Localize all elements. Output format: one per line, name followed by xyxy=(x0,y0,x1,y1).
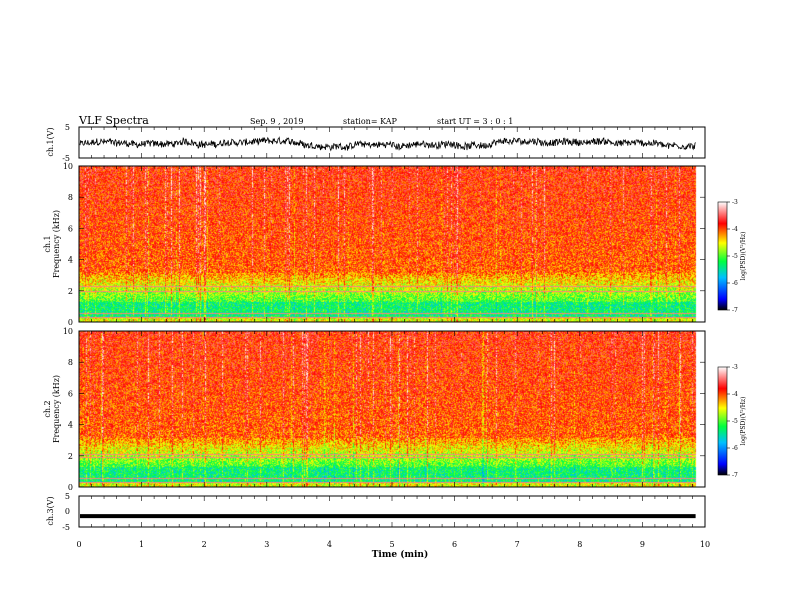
ch1-channel-label: ch.1 xyxy=(43,235,52,252)
ch2-freq-label: 4 xyxy=(68,421,73,430)
ch2-colorbar-ticks: -3 -4 -5 -6 -7 xyxy=(727,364,738,479)
ch2-freq-label: 6 xyxy=(68,389,73,398)
time-tick-label: 3 xyxy=(264,540,269,549)
ch2-spectrogram-yticks: 0 2 4 6 8 10 xyxy=(63,327,705,492)
time-tick-label: 2 xyxy=(202,540,207,549)
ch1-spectrogram-yticks: 0 2 4 6 8 10 xyxy=(63,162,705,327)
ch2-colorbar: -3 -4 -5 -6 -7 log(PSD)(V²/Hz) xyxy=(717,364,747,479)
ch2-spectrogram-panel: 0 2 4 6 8 10 ch.2 Frequency (kHz) -3 -4 -5 -6 -7 … xyxy=(43,327,747,492)
ch1-spectrogram-image xyxy=(79,166,705,322)
time-tick-label: 7 xyxy=(515,540,520,549)
ch2-frequency-ylabel: Frequency (kHz) xyxy=(52,375,61,443)
ch1-colorbar-label: -5 xyxy=(732,253,738,260)
ch2-freq-label: 10 xyxy=(63,327,73,336)
ch2-colorbar-label: log(PSD)(V²/Hz) xyxy=(740,397,747,446)
ch3-waveform-ylabel: ch.3(V) xyxy=(46,496,55,525)
time-axis-tick-labels: 0 1 2 3 4 5 6 7 8 9 10 xyxy=(76,540,710,549)
time-tick-label: 6 xyxy=(452,540,457,549)
ch1-freq-label: 2 xyxy=(68,287,73,296)
ch2-freq-label: 0 xyxy=(68,483,73,492)
ch1-spectrogram-xticks xyxy=(78,166,706,322)
date-label: Sep. 9 , 2019 xyxy=(250,117,304,126)
ch1-frequency-ylabel: Frequency (kHz) xyxy=(52,210,61,278)
ch1-xticks xyxy=(78,127,706,158)
ch2-freq-label: 2 xyxy=(68,452,73,461)
ch1-freq-label: 10 xyxy=(63,162,73,171)
ch1-colorbar-label: -6 xyxy=(732,280,738,287)
ch1-freq-label: 4 xyxy=(68,256,73,265)
time-tick-label: 8 xyxy=(577,540,582,549)
ch3-frame xyxy=(78,495,706,528)
ch1-waveform-ylabel: ch.1(V) xyxy=(46,127,55,156)
ch1-freq-label: 6 xyxy=(68,224,73,233)
time-tick-label: 1 xyxy=(139,540,144,549)
ch3-ytick-top: 5 xyxy=(65,492,70,501)
ch1-ytick-top: 5 xyxy=(65,123,70,132)
time-tick-label: 5 xyxy=(389,540,394,549)
ch2-colorbar-label: -4 xyxy=(732,391,738,398)
ch1-waveform-line xyxy=(79,136,696,152)
ch1-colorbar-label: -4 xyxy=(732,226,738,233)
time-tick-label: 4 xyxy=(327,540,332,549)
ch1-colorbar-label: log(PSD)(V²/Hz) xyxy=(740,232,747,281)
ch3-waveform-panel: 5 0 -5 ch.3(V) xyxy=(46,492,706,532)
ch2-channel-label: ch.2 xyxy=(43,400,52,417)
start-time-label: start UT = 3 : 0 : 1 xyxy=(437,117,513,126)
ch2-colorbar-label: -5 xyxy=(732,418,738,425)
time-tick-label: 10 xyxy=(700,540,710,549)
ch2-colorbar-label: -7 xyxy=(732,472,738,479)
ch2-colorbar-scale xyxy=(717,366,728,476)
ch1-colorbar: -3 -4 -5 -6 -7 log(PSD)(V²/Hz) xyxy=(717,199,747,314)
time-tick-label: 9 xyxy=(640,540,645,549)
ch1-spectrogram-panel: 0 2 4 6 8 10 ch.1 Frequency (kHz) -3 -4 -5 -6 -7 … xyxy=(43,162,747,327)
ch3-ytick-bottom: -5 xyxy=(62,523,70,532)
ch1-colorbar-label: -7 xyxy=(732,307,738,314)
time-tick-label: 0 xyxy=(76,540,81,549)
ch1-waveform-panel: 5 -5 ch.1(V) xyxy=(46,123,706,163)
ch1-colorbar-ticks: -3 -4 -5 -6 -7 xyxy=(727,199,738,314)
ch1-ytick-bottom: -5 xyxy=(62,154,70,163)
time-axis-label: Time (min) xyxy=(372,549,429,560)
figure-title: VLF Spectra xyxy=(78,114,149,127)
ch3-ytick-middle: 0 xyxy=(65,507,70,516)
ch2-colorbar-label: -3 xyxy=(732,364,738,371)
ch1-colorbar-scale xyxy=(717,201,728,311)
ch2-spectrogram-xticks xyxy=(78,331,706,487)
ch1-colorbar-label: -3 xyxy=(732,199,738,206)
station-label: station= KAP xyxy=(343,117,398,126)
ch2-spectrogram-image xyxy=(79,331,705,487)
ch2-colorbar-label: -6 xyxy=(732,445,738,452)
ch1-freq-label: 0 xyxy=(68,318,73,327)
ch1-freq-label: 8 xyxy=(68,193,73,202)
ch3-xticks xyxy=(78,496,706,527)
ch2-freq-label: 8 xyxy=(68,358,73,367)
